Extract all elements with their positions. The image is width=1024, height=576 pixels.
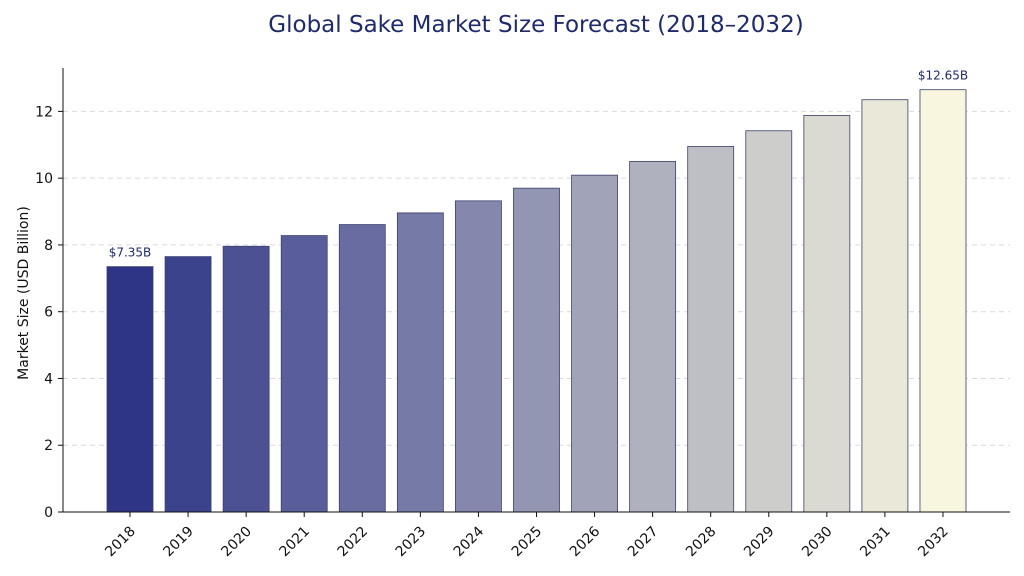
- bars: [106, 89, 967, 513]
- x-tick-label: 2024: [451, 523, 488, 560]
- bar-2026: [571, 174, 618, 513]
- bar-2020: [222, 245, 270, 513]
- bar-2022: [338, 224, 386, 513]
- x-tick-label: 2028: [683, 524, 720, 561]
- bar-2032: [919, 89, 967, 513]
- y-tick-label: 2: [44, 438, 53, 454]
- bar-2027: [629, 161, 677, 513]
- y-axis-title: Market Size (USD Billion): [16, 206, 32, 380]
- chart-title: Global Sake Market Size Forecast (2018–2…: [268, 12, 803, 38]
- y-tick-label: 4: [44, 371, 53, 387]
- y-tick-label: 8: [44, 238, 53, 254]
- x-tick-label: 2029: [741, 524, 778, 561]
- x-tick-label: 2020: [218, 524, 255, 561]
- bar-2019: [164, 256, 212, 513]
- bar-2018: [106, 266, 154, 513]
- x-tick-label: 2026: [567, 523, 604, 560]
- y-tick-label: 12: [35, 104, 53, 120]
- bar-2030: [803, 115, 851, 513]
- x-tick-label: 2032: [915, 524, 952, 561]
- data-label-2032: $12.65B: [918, 69, 968, 83]
- x-tick-label: 2027: [625, 524, 662, 561]
- x-tick-label: 2031: [857, 524, 894, 561]
- bar-2031: [861, 99, 909, 513]
- x-tick-label: 2023: [393, 524, 430, 561]
- x-tick-label: 2025: [509, 524, 546, 561]
- x-tick-label: 2021: [277, 524, 314, 561]
- y-tick-label: 6: [44, 305, 53, 321]
- bar-2028: [687, 146, 735, 513]
- bar-2021: [280, 235, 328, 513]
- data-labels: $7.35B $12.65B: [109, 69, 968, 260]
- bar-2029: [745, 130, 793, 513]
- bar-2023: [396, 212, 444, 513]
- bar-2025: [513, 187, 560, 513]
- x-tick-label: 2022: [335, 524, 372, 561]
- x-tick-label: 2018: [102, 524, 139, 561]
- bar-2024: [455, 200, 502, 513]
- data-label-2018: $7.35B: [109, 246, 152, 260]
- y-tick-label: 0: [44, 505, 53, 521]
- x-tick-label: 2030: [799, 524, 836, 561]
- gridlines: [63, 110, 1010, 446]
- y-tick-label: 10: [35, 171, 53, 187]
- x-tick-label: 2019: [160, 524, 197, 561]
